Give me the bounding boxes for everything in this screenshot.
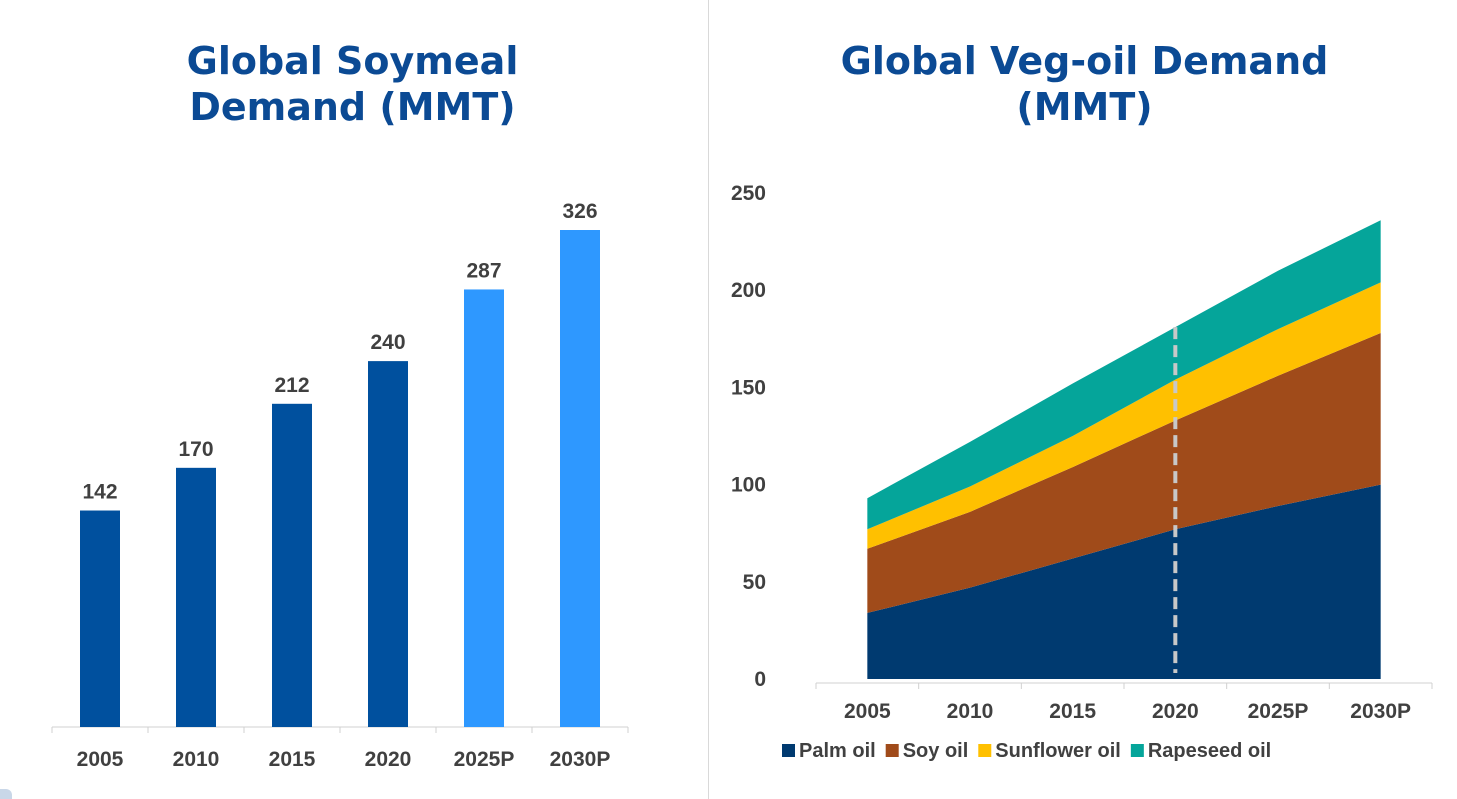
- bar-2015: [272, 403, 312, 727]
- soymeal-chart-title: Global Soymeal Demand (MMT): [186, 39, 519, 129]
- x-tick-label: 2010: [947, 700, 994, 723]
- vegoil-area-chart: 2005 2010 2015 2020 2025P 2030P 0 50 100 150 200 25…: [731, 182, 1433, 762]
- bar-data-label: 240: [370, 331, 405, 354]
- y-tick-label: 50: [743, 571, 766, 594]
- x-tick-label: 2015: [269, 748, 316, 771]
- bar-2020: [368, 361, 408, 727]
- panel-divider: [708, 0, 709, 799]
- x-tick-label: 2005: [844, 700, 891, 723]
- x-tick-label: 2030P: [1350, 700, 1411, 723]
- legend-label: Sunflower oil: [995, 740, 1121, 762]
- bar-data-label: 326: [562, 200, 597, 223]
- area-palm-oil: [867, 484, 1381, 679]
- bar-2030P: [560, 230, 600, 727]
- x-tick-label: 2015: [1049, 700, 1096, 723]
- bar-data-label: 170: [178, 438, 213, 461]
- legend-label: Rapeseed oil: [1148, 740, 1271, 762]
- bar-2005: [80, 510, 120, 727]
- y-tick-label: 100: [731, 474, 766, 497]
- x-tick-label: 2010: [173, 748, 220, 771]
- bar-data-label: 287: [466, 259, 501, 282]
- x-tick-label: 2025P: [454, 748, 515, 771]
- legend-label: Palm oil: [799, 740, 876, 762]
- legend-swatch-palm-oil: [782, 744, 795, 757]
- y-tick-label: 0: [754, 668, 766, 691]
- y-tick-label: 250: [731, 182, 766, 205]
- bar-data-label: 212: [274, 374, 309, 397]
- vegoil-chart-panel: Global Veg-oil Demand (MMT) 2005 2010 2015…: [712, 0, 1457, 799]
- soymeal-bar-chart: 142 2005 170 2010 212 2015 240 2020 287 2025P 326 2…: [51, 200, 629, 771]
- legend-swatch-sunflower-oil: [978, 744, 992, 757]
- bar-2025P: [464, 289, 504, 727]
- vegoil-chart-title: Global Veg-oil Demand (MMT): [840, 39, 1329, 129]
- x-tick-label: 2025P: [1248, 700, 1309, 723]
- x-tick-label: 2020: [1152, 700, 1199, 723]
- legend-label: Soy oil: [903, 740, 969, 762]
- area-soy-oil: [867, 332, 1381, 613]
- corner-decoration: [0, 789, 12, 799]
- area-sunflower-oil: [867, 282, 1381, 549]
- legend-swatch-rapeseed-oil: [1130, 744, 1144, 757]
- y-tick-label: 200: [731, 279, 766, 302]
- x-tick-label: 2030P: [550, 748, 611, 771]
- y-tick-label: 150: [731, 376, 766, 399]
- legend-swatch-soy-oil: [885, 744, 899, 757]
- x-tick-label: 2005: [77, 748, 124, 771]
- bar-data-label: 142: [82, 481, 117, 504]
- area-rapeseed-oil: [867, 220, 1381, 530]
- soymeal-chart-panel: Global Soymeal Demand (MMT) 142 2005 170 20…: [0, 0, 705, 799]
- x-tick-label: 2020: [365, 748, 412, 771]
- bar-2010: [176, 467, 216, 727]
